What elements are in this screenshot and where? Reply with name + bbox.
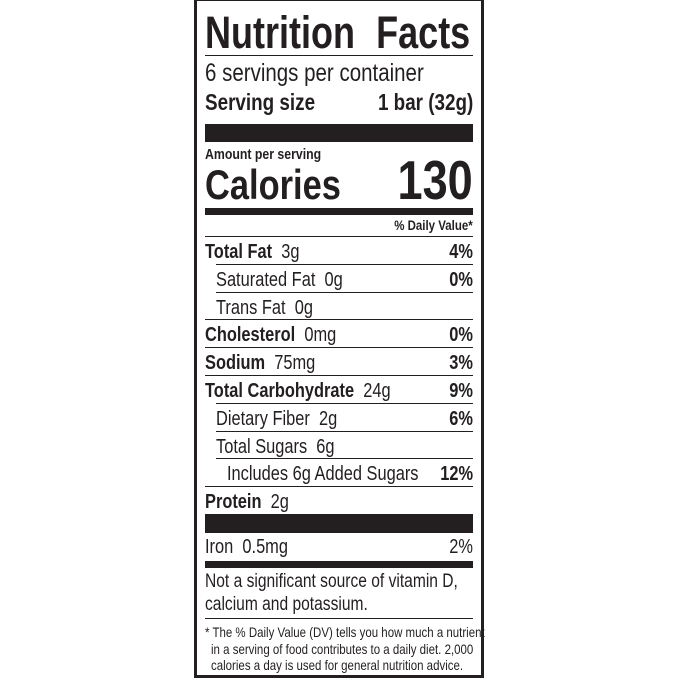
nutrient-row: Includes 6g Added Sugars 12% [197,459,481,487]
nutrient-amount: 6g [316,435,335,458]
nutrient-row: Total Carbohydrate 24g 9% [197,376,481,404]
nutrient-name: Protein [205,491,262,514]
nutrient-amount: 3g [281,241,300,263]
nutrient-label: Cholesterol 0mg [205,325,336,345]
row-divider [205,347,473,349]
nutrient-name: Total Fat [205,241,273,263]
row-divider [205,319,473,321]
serving-size-value: 1 bar (32g) [377,89,473,115]
nutrient-name: Sodium [205,352,266,375]
nutrient-row: Trans Fat 0g [197,293,481,321]
iron-dv: 2% [449,536,473,558]
nutrition-facts-label: Nutrition Facts 6 servings per container… [194,0,485,678]
medium-divider [205,561,473,568]
not-significant-line-2: calcium and potassium. [205,594,368,615]
nutrient-dv: 4% [449,241,473,263]
nutrient-name: Saturated Fat [216,268,316,291]
nutrient-amount: 2g [318,407,338,430]
nutrient-name: Includes 6g Added Sugars [227,463,419,486]
nutrient-row: Protein 2g [197,487,481,515]
nutrient-dv: 3% [449,352,473,375]
nutrient-amount: 24g [363,380,391,402]
nutrient-label: Sodium 75mg [205,353,315,373]
nutrient-name: Cholesterol [205,324,296,347]
nutrient-row: Sodium 75mg 3% [197,348,481,376]
label-title: Nutrition Facts [205,7,471,58]
iron-row: Iron 0.5mg [205,537,288,557]
nutrient-name: Dietary Fiber [216,407,310,430]
nutrient-dv: 12% [440,463,473,486]
nutrient-name: Total Sugars [216,435,308,458]
nutrient-dv: 6% [449,407,473,430]
amount-per-serving: Amount per serving [205,146,322,163]
nutrient-amount: 0g [294,296,313,319]
nutrient-dv: 0% [449,268,473,291]
nutrient-amount: 0mg [304,324,337,347]
calories-value: 130 [397,149,473,211]
footnote-line-3: calories a day is used for general nutri… [211,657,464,673]
nutrient-label: Total Carbohydrate 24g [205,381,391,401]
nutrient-name: Trans Fat [216,296,286,319]
row-divider [216,263,473,265]
nutrient-amount: 0g [324,268,343,291]
medium-divider [205,208,473,215]
nutrient-row: Cholesterol 0mg 0% [197,320,481,348]
nutrient-amount: 2g [270,491,289,514]
thick-divider [205,124,473,142]
row-divider [216,402,473,404]
calories-label: Calories [205,161,341,208]
nutrient-name: Total Carbohydrate [205,380,355,402]
row-divider [216,291,473,293]
nutrient-label: Trans Fat 0g [216,298,313,318]
row-divider [216,458,473,460]
footnote-line-2: in a serving of food contributes to a da… [211,641,474,657]
servings-per-container: 6 servings per container [205,59,424,87]
nutrient-row: Dietary Fiber 2g 6% [197,404,481,432]
nutrient-dv: 0% [449,324,473,347]
nutrient-label: Saturated Fat 0g [216,270,343,290]
row-divider [216,430,473,432]
nutrient-amount: 75mg [274,352,316,375]
not-significant-line-1: Not a significant source of vitamin D, [205,571,458,592]
nutrient-label: Dietary Fiber 2g [216,409,337,429]
daily-value-header: % Daily Value* [394,217,473,233]
serving-size-label: Serving size [205,89,316,115]
nutrient-dv: 9% [449,380,473,402]
nutrient-amount: 0.5mg [242,536,288,558]
nutrient-label: Protein 2g [205,492,289,512]
nutrient-row: Total Fat 3g 4% [197,237,481,265]
nutrient-label: Includes 6g Added Sugars [227,464,423,484]
nutrient-label: Total Sugars 6g [216,437,335,457]
row-divider [205,486,473,488]
nutrient-row: Total Sugars 6g [197,432,481,460]
nutrient-name: Iron [205,536,234,558]
footnote-line-1: * The % Daily Value (DV) tells you how m… [205,624,485,640]
row-divider [205,375,473,376]
thick-divider [205,514,473,533]
nutrient-row: Saturated Fat 0g 0% [197,265,481,293]
nutrient-label: Total Fat 3g [205,242,299,262]
